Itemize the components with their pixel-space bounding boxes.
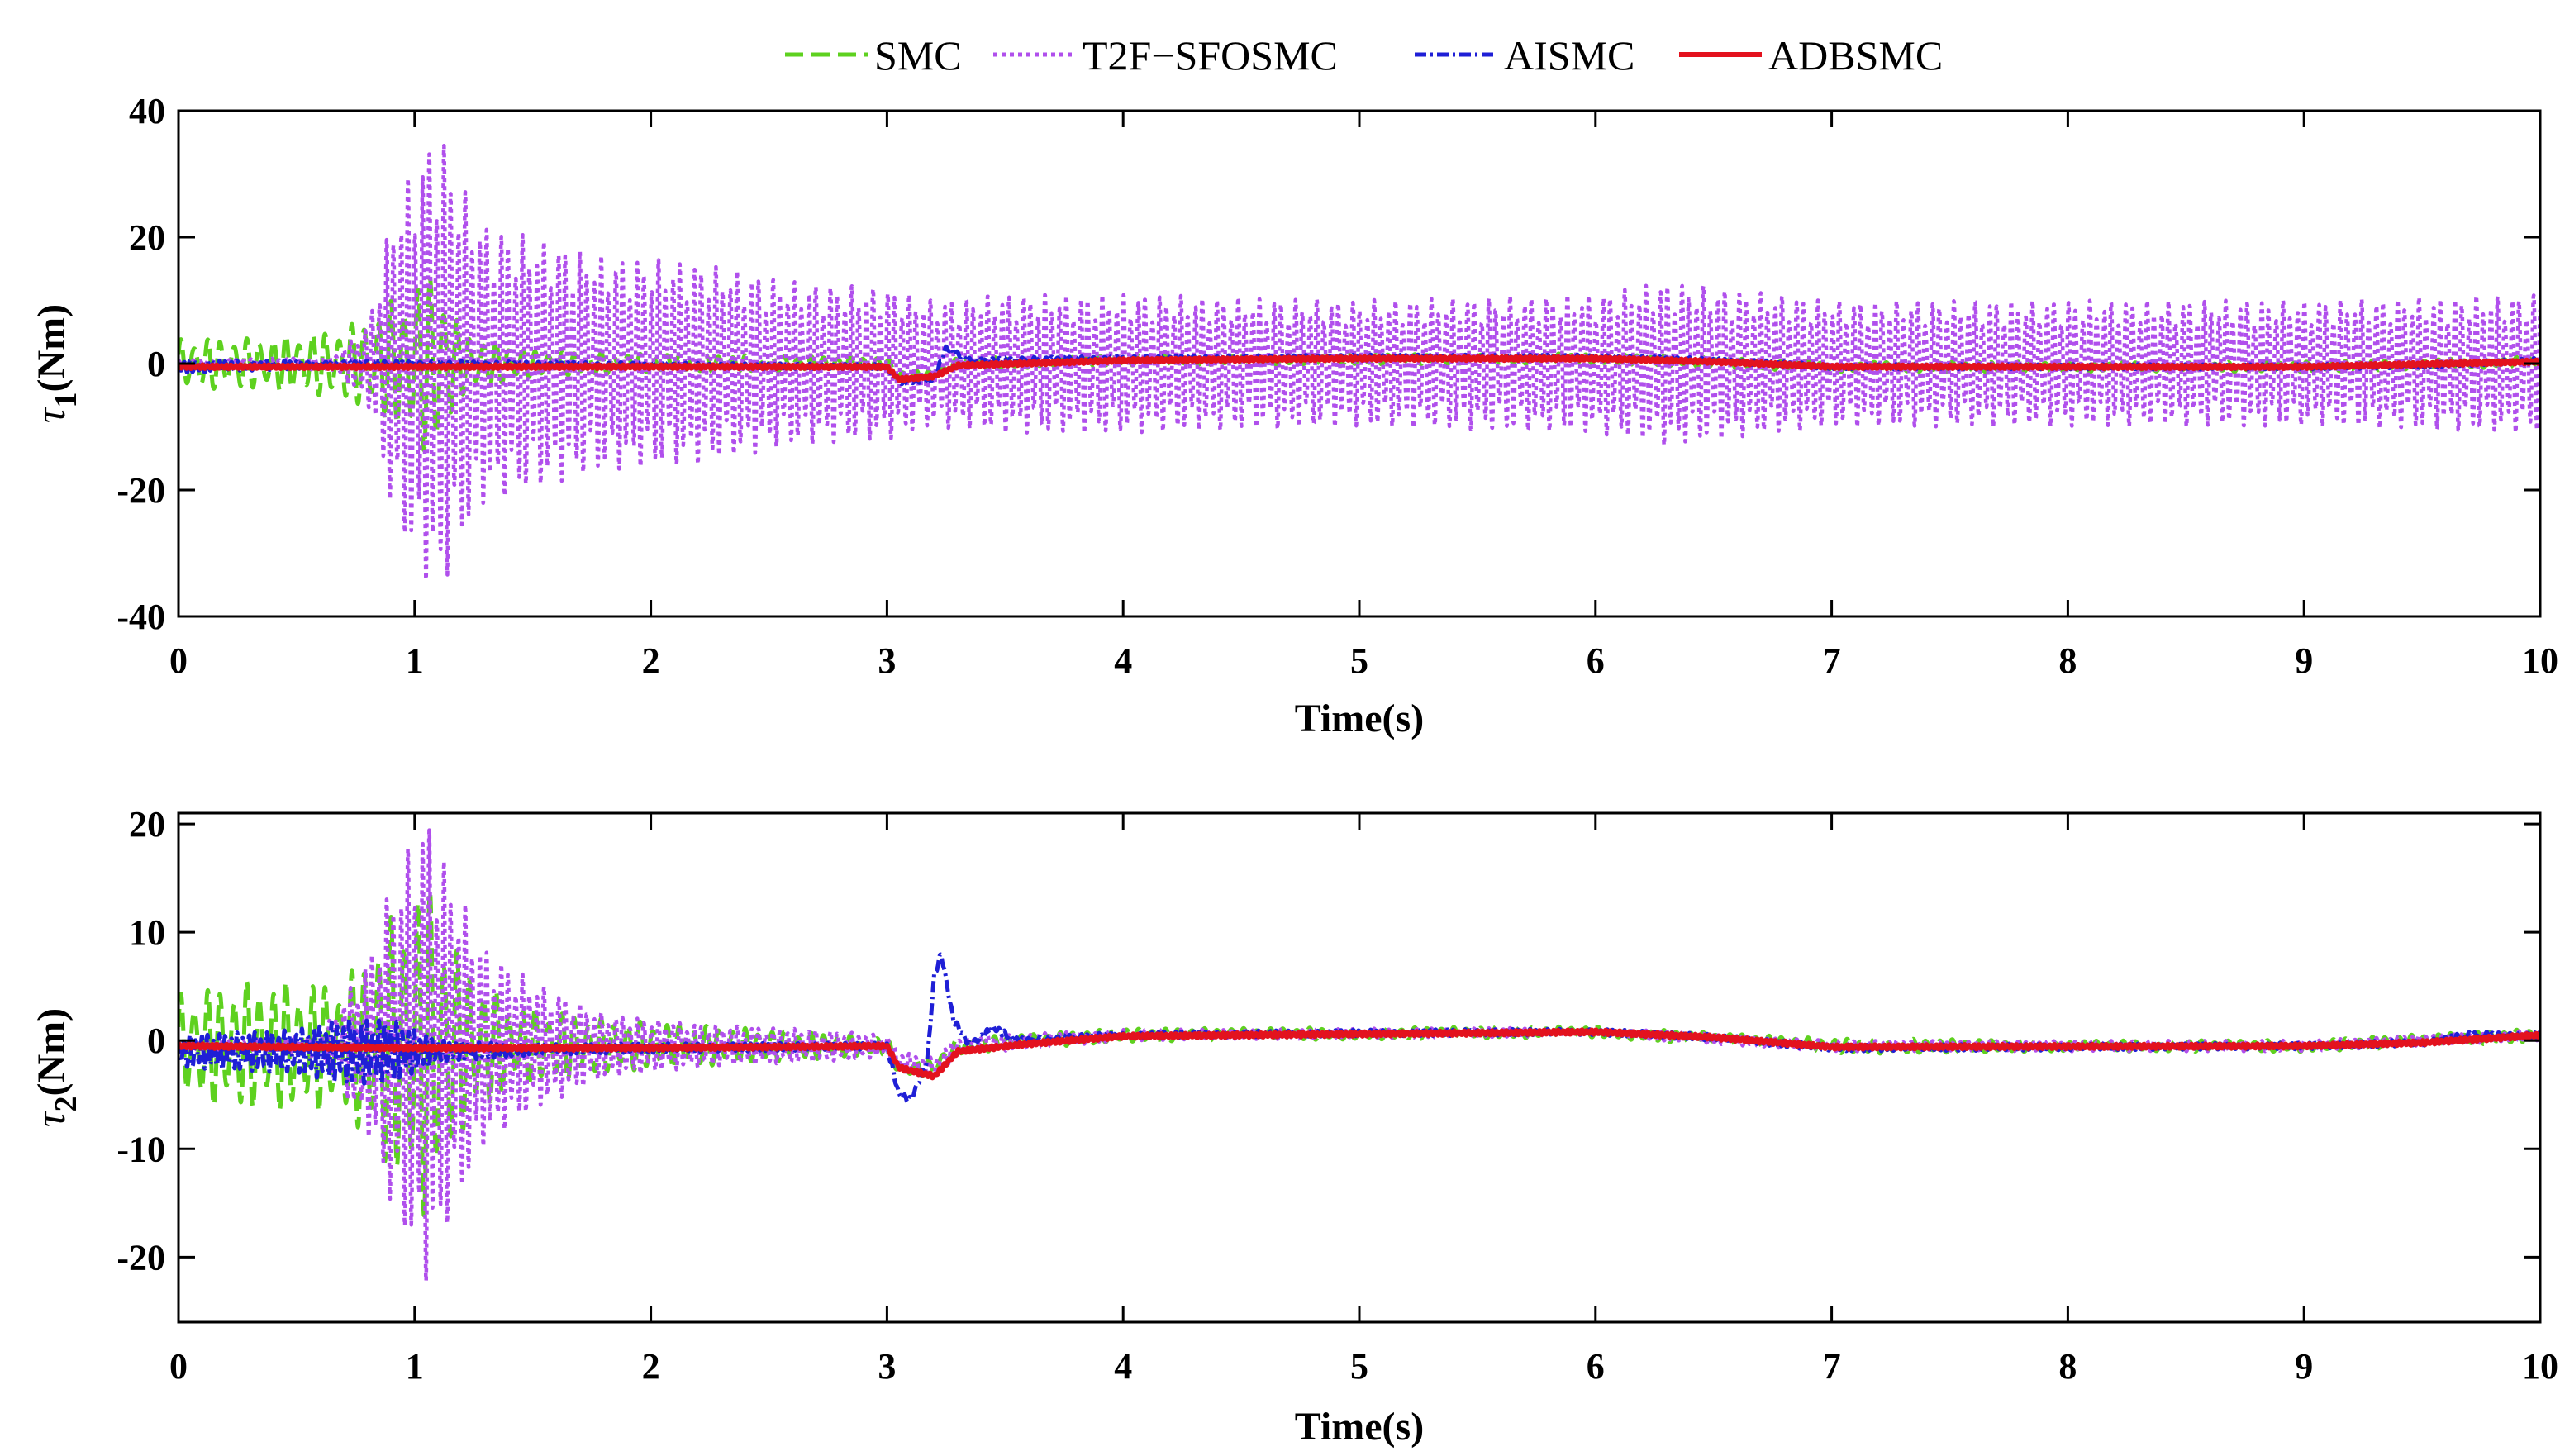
x-tick-label: 10 xyxy=(2522,1346,2558,1387)
y-axis-title: τ2(Nm) xyxy=(27,1008,83,1127)
x-tick-label: 8 xyxy=(2058,640,2077,681)
y-axis-subscript: 2 xyxy=(49,1097,83,1112)
series-line-t2f-sfosmc xyxy=(178,143,2540,582)
x-tick-label: 6 xyxy=(1587,640,1605,681)
x-tick-label: 5 xyxy=(1350,640,1368,681)
x-tick-label: 7 xyxy=(1823,640,1841,681)
x-tick-label: 4 xyxy=(1114,640,1132,681)
y-tick-label: 10 xyxy=(129,912,165,953)
y-axis-unit: (Nm) xyxy=(30,304,74,393)
y-tick-label: -20 xyxy=(117,1237,165,1278)
y-tick-label: -20 xyxy=(117,470,165,511)
x-tick-label: 5 xyxy=(1350,1346,1368,1387)
x-tick-label: 9 xyxy=(2295,1346,2313,1387)
x-tick-label: 2 xyxy=(642,1346,660,1387)
plot-area xyxy=(178,143,2540,582)
y-tick-label: 0 xyxy=(147,1021,165,1061)
y-tick-label: 40 xyxy=(129,91,165,131)
legend-label-smc: SMC xyxy=(874,32,962,79)
y-tick-label: 20 xyxy=(129,217,165,258)
x-tick-label: 8 xyxy=(2058,1346,2077,1387)
x-tick-label: 1 xyxy=(406,640,424,681)
y-axis-symbol: τ xyxy=(27,406,74,423)
legend-label-adbsmc: ADBSMC xyxy=(1768,32,1943,79)
x-tick-label: 2 xyxy=(642,640,660,681)
legend-label-t2f-sfosmc: T2F−SFOSMC xyxy=(1083,32,1338,79)
y-tick-label: 20 xyxy=(129,804,165,845)
y-axis-unit: (Nm) xyxy=(30,1008,74,1097)
series-line-adbsmc xyxy=(178,1027,2540,1081)
x-tick-label: 0 xyxy=(169,640,188,681)
series-line-smc xyxy=(178,277,2540,453)
series-line-adbsmc xyxy=(178,354,2540,383)
x-tick-label: 3 xyxy=(878,1346,896,1387)
y-axis-subscript: 1 xyxy=(49,393,83,408)
y-tick-label: -10 xyxy=(117,1129,165,1169)
x-tick-label: 0 xyxy=(169,1346,188,1387)
x-tick-label: 4 xyxy=(1114,1346,1132,1387)
series-line-t2f-sfosmc xyxy=(178,828,2540,1282)
y-axis-symbol: τ xyxy=(27,1110,74,1127)
x-tick-label: 6 xyxy=(1587,1346,1605,1387)
y-tick-label: 0 xyxy=(147,344,165,384)
x-tick-label: 9 xyxy=(2295,640,2313,681)
x-axis-title: Time(s) xyxy=(1295,697,1424,740)
x-tick-label: 3 xyxy=(878,640,896,681)
x-tick-label: 10 xyxy=(2522,640,2558,681)
plot-area xyxy=(178,828,2540,1282)
x-tick-label: 7 xyxy=(1823,1346,1841,1387)
x-axis-title: Time(s) xyxy=(1295,1405,1424,1449)
y-axis-title: τ1(Nm) xyxy=(27,304,83,423)
legend-label-aismc: AISMC xyxy=(1504,32,1634,79)
x-tick-label: 1 xyxy=(406,1346,424,1387)
legend: SMC T2F−SFOSMC AISMC ADBSMC xyxy=(785,32,1943,79)
y-tick-label: -40 xyxy=(117,597,165,637)
